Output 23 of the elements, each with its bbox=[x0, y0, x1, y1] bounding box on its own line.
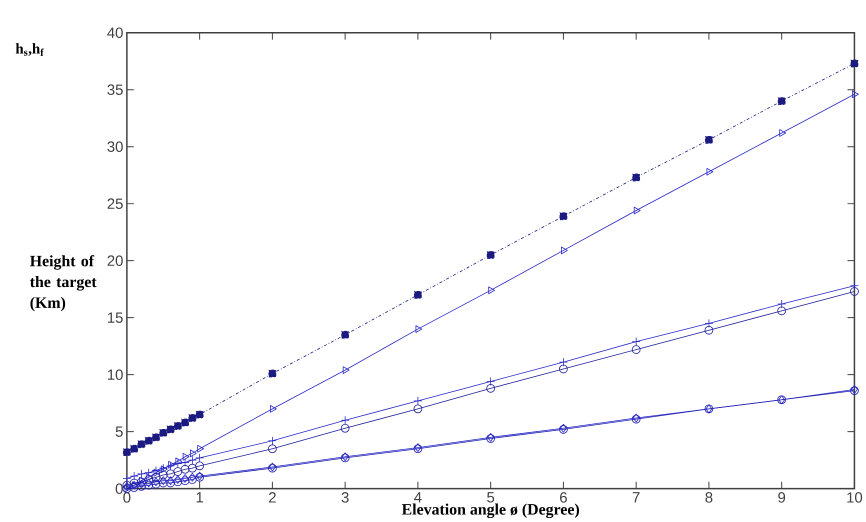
x-tick-label: 10 bbox=[847, 492, 862, 503]
y-tick-label: 15 bbox=[108, 312, 123, 323]
x-axis-title: Elevation angle ø (Degree) bbox=[402, 503, 580, 518]
y-tick-label: 5 bbox=[116, 426, 123, 437]
y-tick-label: 35 bbox=[107, 84, 123, 95]
x-tick-label: 7 bbox=[632, 492, 640, 502]
y-tick-label: 10 bbox=[108, 369, 123, 380]
x-tick-label: 3 bbox=[342, 492, 349, 503]
y-tick-label: 25 bbox=[108, 198, 123, 209]
y-tick-label: 0 bbox=[116, 483, 123, 494]
text: h$_{s}$,h$_{f}$ bbox=[16, 42, 44, 56]
x-tick-label: 1 bbox=[196, 492, 204, 502]
x-tick-label: 5 bbox=[487, 492, 494, 502]
x-tick-label: 6 bbox=[560, 492, 567, 503]
x-tick-label: 4 bbox=[414, 492, 422, 502]
x-tick-label: 2 bbox=[269, 492, 276, 502]
x-tick-label: 9 bbox=[778, 492, 786, 503]
y-tick-label: 30 bbox=[107, 141, 123, 152]
x-tick-label: 0 bbox=[123, 492, 130, 503]
y-tick-label: 20 bbox=[108, 255, 123, 266]
y-axis-title: Height of the target (Km) bbox=[30, 254, 97, 312]
y-tick-label: 40 bbox=[107, 27, 123, 38]
x-tick-label: 8 bbox=[705, 492, 712, 503]
